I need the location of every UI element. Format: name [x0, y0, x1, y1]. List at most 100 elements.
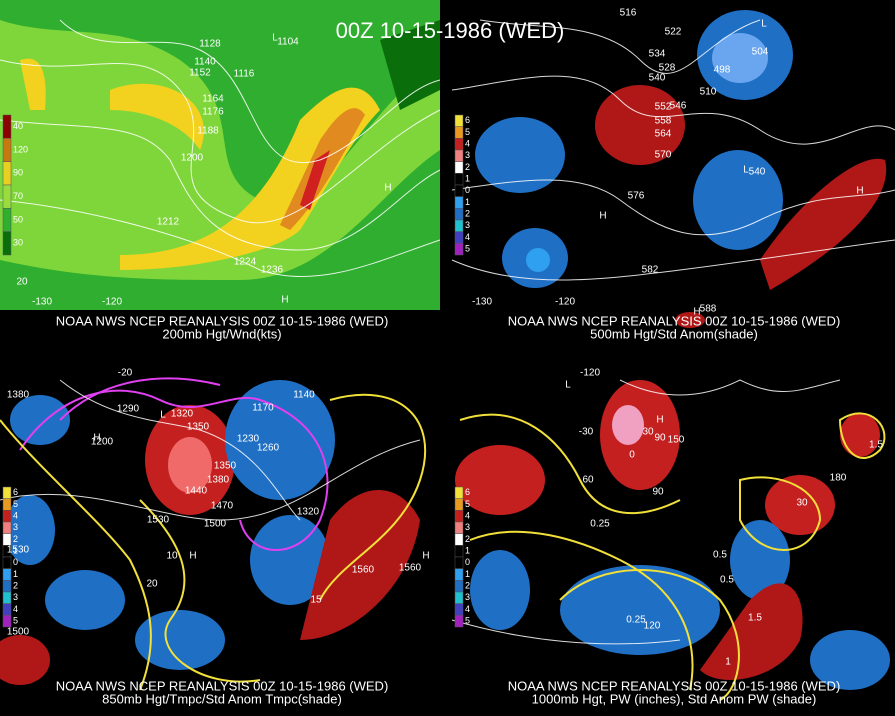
contour-label: -30 [579, 427, 594, 438]
legend-swatch [2, 231, 12, 256]
contour-label: -130 [472, 297, 492, 308]
contour-label: L [160, 410, 166, 421]
legend-label: 40 [13, 121, 23, 131]
legend-label: 5 [465, 499, 470, 509]
legend-label: 2 [465, 162, 470, 172]
legend-swatch [2, 161, 12, 186]
panel-200mb [0, 0, 441, 310]
legend-swatch [2, 114, 12, 139]
contour-label: 558 [655, 116, 672, 127]
legend-label: 0 [13, 557, 18, 567]
contour-label: L [565, 380, 571, 391]
legend-swatch [454, 615, 464, 628]
panel-caption: NOAA NWS NCEP REANALYSIS 00Z 10-15-1986 … [56, 313, 389, 328]
contour-label: 180 [830, 473, 847, 484]
contour-label: 510 [700, 87, 717, 98]
legend-label: 120 [13, 144, 28, 154]
contour-label: 1140 [293, 390, 315, 401]
legend-swatch [454, 161, 464, 174]
page-title: 00Z 10-15-1986 (WED) [336, 18, 565, 43]
legend-swatch [454, 580, 464, 593]
legend-label: 5 [465, 127, 470, 137]
contour-label: 1200 [91, 437, 114, 448]
legend-label: 4 [465, 232, 470, 242]
legend-swatch [454, 173, 464, 186]
legend-label: 3 [13, 522, 18, 532]
legend-swatch [2, 591, 12, 604]
legend-label: 0 [465, 185, 470, 195]
legend-label: 4 [465, 604, 470, 614]
legend-label: 4 [13, 511, 18, 521]
contour-label: 120 [644, 621, 661, 632]
contour-label: 1440 [185, 486, 208, 497]
legend-label: 50 [13, 214, 23, 224]
contour-label: H [189, 551, 196, 562]
contour-label: L [272, 33, 278, 44]
legend-label: 5 [13, 616, 18, 626]
legend-swatch [2, 568, 12, 581]
contour-label: 30 [642, 427, 654, 438]
contour-label: -120 [580, 368, 600, 379]
legend-swatch [454, 138, 464, 151]
legend-swatch [454, 126, 464, 139]
contour-label: 15 [310, 595, 322, 606]
contour-label: -20 [118, 368, 133, 379]
contour-label: 20 [146, 579, 158, 590]
contour-label: -120 [102, 297, 122, 308]
contour-label: 1470 [211, 501, 234, 512]
contour-label: 0.25 [626, 615, 646, 626]
legend-label: 30 [13, 238, 23, 248]
panel-caption: NOAA NWS NCEP REANALYSIS 00Z 10-15-1986 … [508, 313, 841, 328]
contour-label: 528 [659, 63, 676, 74]
contour-label: 564 [655, 129, 672, 140]
contour-label: 1212 [157, 217, 180, 228]
legend-swatch [2, 580, 12, 593]
contour-label: 1116 [234, 69, 255, 80]
contour-label: 1350 [187, 422, 210, 433]
contour-label: 1380 [207, 475, 230, 486]
legend-label: 4 [465, 139, 470, 149]
legend-swatch [454, 591, 464, 604]
legend-swatch [454, 486, 464, 499]
contour-label: 150 [668, 435, 685, 446]
panel-850mb [0, 377, 426, 691]
legend-label: 4 [465, 511, 470, 521]
legend-label: 5 [465, 616, 470, 626]
legend-swatch [454, 510, 464, 523]
contour-label: 1560 [352, 565, 375, 576]
contour-label: 1350 [214, 461, 237, 472]
contour-label: 522 [665, 27, 682, 38]
contour-label: L [761, 19, 767, 30]
contour-label: 1104 [277, 37, 299, 48]
contour-label: 1152 [189, 68, 211, 79]
contour-label: 0.25 [590, 519, 610, 530]
contour-label: 1200 [181, 153, 204, 164]
legend-label: 70 [13, 191, 23, 201]
contour-label: H [422, 551, 429, 562]
contour-label: 1500 [7, 627, 30, 638]
contour-label: 1236 [261, 265, 284, 276]
legend-label: 2 [465, 209, 470, 219]
legend-label: 1 [465, 546, 470, 556]
contour-label: 1260 [257, 443, 280, 454]
legend-swatch [2, 208, 12, 232]
contour-label: H [281, 295, 288, 306]
legend-swatch [2, 138, 12, 162]
legend-swatch [454, 603, 464, 616]
contour-label: 1290 [117, 404, 140, 415]
legend-swatch [454, 208, 464, 221]
legend-label: 5 [13, 499, 18, 509]
contour-label: 1128 [199, 39, 221, 50]
legend-swatch [454, 498, 464, 511]
legend-label: 3 [465, 220, 470, 230]
contour-label: 582 [642, 265, 659, 276]
legend-label: 1 [13, 546, 18, 556]
legend-label: 2 [13, 581, 18, 591]
contour-label: 20 [16, 277, 28, 288]
contour-label: H [384, 183, 391, 194]
contour-label: 1320 [171, 409, 194, 420]
legend-label: 1 [465, 569, 470, 579]
contour-label: 90 [654, 433, 666, 444]
legend-swatch [2, 510, 12, 523]
legend-swatch [454, 219, 464, 232]
